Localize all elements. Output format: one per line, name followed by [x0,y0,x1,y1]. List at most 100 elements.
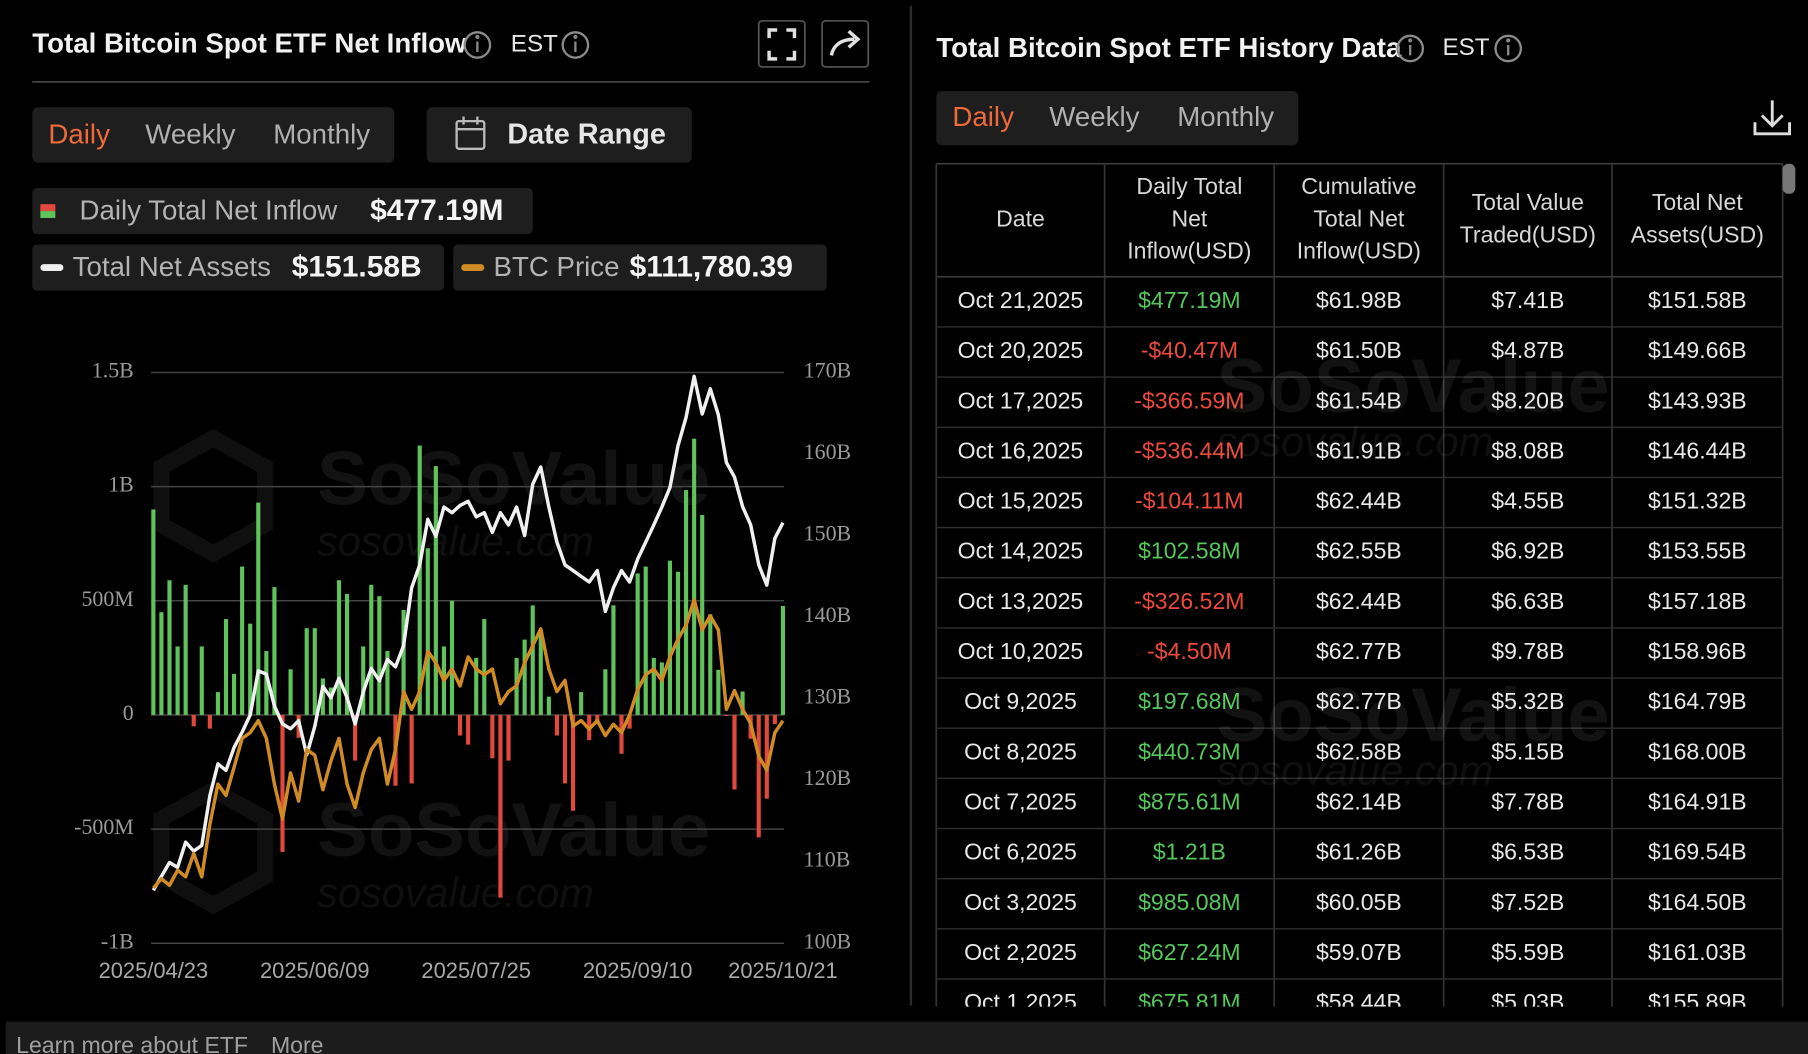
bar [643,566,648,715]
bar [151,509,156,715]
table-cell: $61.50B [1316,337,1402,363]
info-icon[interactable] [561,31,590,59]
table-cell: $62.58B [1316,738,1402,764]
bar [772,714,777,725]
legend-swatch [40,264,64,272]
table-cell: $61.26B [1316,839,1402,865]
table-cell: $477.19M [1138,287,1241,313]
bar [353,714,358,761]
y2-tick-label: 160B [804,439,851,464]
footer-link[interactable]: More [271,1032,324,1054]
bar [288,669,293,715]
y2-tick-label: 120B [804,765,851,790]
table-cell: $5.59B [1491,939,1564,965]
table-cell: Oct 9,2025 [964,688,1077,714]
tab[interactable]: Monthly [1177,101,1274,132]
tab[interactable]: Monthly [273,118,370,149]
bar [361,646,366,715]
tab[interactable]: Daily [48,118,110,149]
column-header: Traded(USD) [1460,222,1596,248]
bar [724,714,729,716]
legend-value: $111,780.39 [630,251,793,284]
y-tick-label: 500M [81,586,133,611]
bar [554,714,560,736]
table-cell: Oct 7,2025 [964,789,1077,815]
bar [756,714,761,838]
table-cell: $62.77B [1316,638,1402,664]
bar [175,646,180,715]
table-cell: $6.63B [1491,588,1564,614]
watermark-logo [153,428,274,563]
table-cell: -$40.47M [1141,337,1238,363]
table-cell: $675.81M [1138,989,1241,1015]
table-cell: $7.78B [1491,789,1564,815]
bar [780,606,786,715]
bar [401,609,406,715]
x-tick-label: 2025/07/25 [421,958,531,983]
table-cell: -$366.59M [1134,387,1244,413]
table-cell: $8.20B [1491,387,1564,413]
bar [708,614,713,715]
legend-item[interactable] [32,244,444,291]
info-icon[interactable] [463,31,492,59]
table-cell: Oct 10,2025 [958,638,1084,664]
legend-item[interactable] [453,244,827,291]
table-cell: $197.68M [1138,688,1241,714]
legend-item[interactable] [32,188,533,235]
legend-swatch [40,204,56,212]
column-header: Total Net [1313,205,1405,231]
bar [272,587,277,715]
bar [207,714,212,729]
bar [522,639,527,715]
table-cell: Oct 8,2025 [964,738,1077,764]
table-cell: $58.44B [1316,989,1402,1015]
watermark: sosovalue.com [1216,418,1493,465]
column-header: Date [996,205,1045,231]
timezone[interactable]: EST [1442,34,1489,61]
bar [474,657,479,715]
table-cell: $153.55B [1648,538,1747,564]
table-cell: $155.89B [1648,989,1747,1015]
bar [223,619,229,715]
table-cell: $61.54B [1316,387,1402,413]
table-cell: $62.77B [1316,688,1402,714]
share-button[interactable] [821,19,870,68]
bar [199,646,204,715]
scrollbar[interactable] [1782,163,1796,194]
y2-tick-label: 130B [804,684,851,709]
fullscreen-button[interactable] [757,19,806,68]
date-range-label[interactable]: Date Range [507,119,666,151]
chart-title: Total Bitcoin Spot ETF Net Inflow [32,27,467,58]
bar [336,580,342,715]
bar [659,662,664,715]
download-button[interactable] [1753,100,1791,136]
table-cell: $9.78B [1491,638,1564,664]
y2-tick-label: 100B [804,928,851,953]
legend-swatch [461,264,485,272]
bar [716,669,721,715]
date-range-button[interactable] [426,107,692,163]
column-header: Net [1171,205,1207,231]
bar [611,605,616,715]
timezone[interactable]: EST [511,30,558,57]
table-cell: $8.08B [1491,437,1564,463]
info-icon[interactable] [1396,34,1425,63]
tab[interactable]: Daily [952,101,1014,132]
table-cell: $5.32B [1491,688,1564,714]
table-cell: $7.41B [1491,287,1564,313]
watermark: sosovalue.com [1216,747,1493,794]
bar [530,605,535,715]
bar [167,580,172,715]
tab[interactable]: Weekly [1049,101,1139,132]
bar [385,651,390,715]
y2-tick-label: 150B [804,521,851,546]
table-cell: -$4.50M [1147,638,1232,664]
table-cell: $161.03B [1648,939,1747,965]
bar [740,691,745,715]
info-icon[interactable] [1494,34,1523,63]
table-cell: -$104.11M [1135,488,1243,514]
watermark: SoSoValue [317,788,710,873]
bar [417,445,422,715]
tab[interactable]: Weekly [145,118,235,149]
